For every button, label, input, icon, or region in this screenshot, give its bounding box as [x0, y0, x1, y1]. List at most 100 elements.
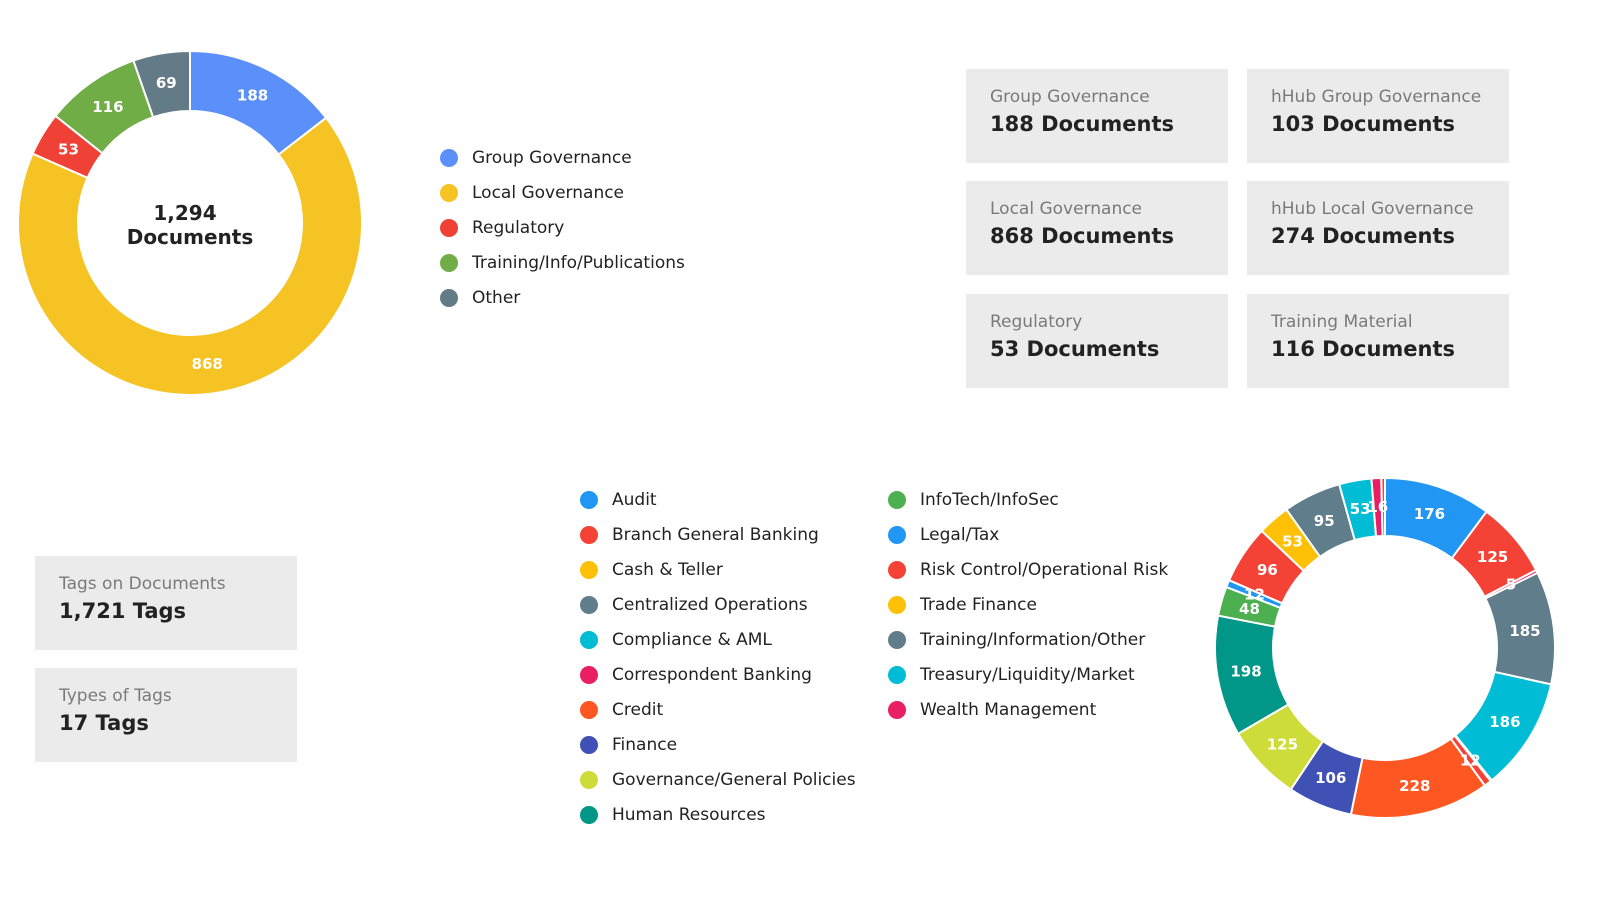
- donut-value-label: 16: [1367, 498, 1388, 516]
- legend-item-treasury-liquidity-market[interactable]: Treasury/Liquidity/Market: [888, 657, 1190, 692]
- donut-value-label: 228: [1399, 777, 1430, 795]
- stat-card-types-of-tags[interactable]: Types of Tags 17 Tags: [35, 668, 297, 762]
- donut-value-label: 188: [237, 87, 268, 105]
- legend-item-group-governance[interactable]: Group Governance: [440, 140, 685, 175]
- legend-swatch: [440, 253, 458, 272]
- donut-value-label: 185: [1509, 622, 1540, 640]
- stat-card-label: Local Governance: [990, 199, 1143, 219]
- legend-swatch: [440, 183, 458, 202]
- legend-item-cash-teller[interactable]: Cash & Teller: [580, 552, 856, 587]
- stat-card-value: 274 Documents: [1271, 224, 1456, 248]
- document-type-legend: Group Governance Local Governance Regula…: [440, 140, 685, 315]
- stat-card-value: 868 Documents: [990, 224, 1175, 248]
- legend-item-audit[interactable]: Audit: [580, 482, 856, 517]
- legend-swatch: [888, 665, 906, 684]
- stat-card-tags-on-documents[interactable]: Tags on Documents 1,721 Tags: [35, 556, 297, 650]
- donut-segment[interactable]: [1380, 476, 1386, 538]
- stat-card-training-material[interactable]: Training Material 116 Documents: [1247, 294, 1509, 388]
- legend-item-trade-finance[interactable]: Trade Finance: [888, 587, 1190, 622]
- document-type-donut-chart: 188 868 53 116 69 1,294 Documents: [17, 49, 363, 396]
- legend-swatch: [440, 218, 458, 237]
- legend-swatch: [440, 148, 458, 167]
- donut-segment[interactable]: [132, 49, 191, 119]
- donut-value-label: 116: [92, 98, 123, 116]
- stat-card-value: 116 Documents: [1271, 337, 1456, 361]
- stat-card-value: 103 Documents: [1271, 112, 1456, 136]
- donut-center-count: 1,294: [153, 201, 216, 225]
- legend-label: Governance/General Policies: [612, 769, 856, 790]
- legend-item-infotech-infosec[interactable]: InfoTech/InfoSec: [888, 482, 1190, 517]
- legend-item-correspondent-banking[interactable]: Correspondent Banking: [580, 657, 856, 692]
- donut-value-label: 176: [1414, 505, 1445, 523]
- legend-item-regulatory[interactable]: Regulatory: [440, 210, 685, 245]
- donut-value-label: 53: [1350, 500, 1371, 518]
- legend-item-training-information-other[interactable]: Training/Information/Other: [888, 622, 1190, 657]
- legend-item-wealth-management[interactable]: Wealth Management: [888, 692, 1190, 727]
- legend-swatch: [580, 665, 598, 684]
- legend-item-compliance-aml[interactable]: Compliance & AML: [580, 622, 856, 657]
- legend-item-finance[interactable]: Finance: [580, 727, 856, 762]
- donut-value-label: 198: [1230, 663, 1261, 681]
- legend-item-governance-general-policies[interactable]: Governance/General Policies: [580, 762, 856, 797]
- legend-swatch: [580, 525, 598, 544]
- donut-value-label: 5: [1506, 576, 1516, 594]
- legend-swatch: [580, 595, 598, 614]
- legend-item-training-info[interactable]: Training/Info/Publications: [440, 245, 685, 280]
- legend-swatch: [580, 630, 598, 649]
- legend-label: InfoTech/InfoSec: [920, 489, 1059, 510]
- donut-segment[interactable]: [17, 116, 363, 396]
- stat-card-label: Group Governance: [990, 87, 1150, 107]
- legend-item-legal-tax[interactable]: Legal/Tax: [888, 517, 1190, 552]
- legend-swatch: [580, 735, 598, 754]
- legend-label: Finance: [612, 734, 678, 755]
- stat-card-value: 17 Tags: [59, 711, 149, 735]
- stat-card-hhub-group-governance[interactable]: hHub Group Governance 103 Documents: [1247, 69, 1509, 163]
- legend-label: Regulatory: [472, 217, 565, 238]
- legend-swatch: [580, 490, 598, 509]
- donut-value-label: 186: [1489, 713, 1520, 731]
- tag-distribution-donut-chart: 1761255185186122281061251984812965395531…: [1215, 476, 1556, 819]
- legend-item-risk-control[interactable]: Risk Control/Operational Risk: [888, 552, 1190, 587]
- donut-value-label: 125: [1267, 736, 1298, 754]
- legend-label: Trade Finance: [920, 594, 1037, 615]
- legend-label: Other: [472, 287, 521, 308]
- stat-card-label: Regulatory: [990, 312, 1083, 332]
- legend-swatch: [580, 560, 598, 579]
- legend-label: Local Governance: [472, 182, 625, 203]
- legend-label: Correspondent Banking: [612, 664, 812, 685]
- stat-card-regulatory[interactable]: Regulatory 53 Documents: [966, 294, 1228, 388]
- legend-label: Human Resources: [612, 804, 766, 825]
- donut-value-label: 12: [1244, 586, 1265, 604]
- legend-label: Wealth Management: [920, 699, 1097, 720]
- legend-item-local-governance[interactable]: Local Governance: [440, 175, 685, 210]
- legend-swatch: [888, 630, 906, 649]
- donut-value-label: 868: [192, 355, 223, 373]
- legend-label: Training/Information/Other: [920, 629, 1146, 650]
- stat-card-local-governance[interactable]: Local Governance 868 Documents: [966, 181, 1228, 275]
- donut-value-label: 53: [1282, 533, 1303, 551]
- legend-item-centralized-operations[interactable]: Centralized Operations: [580, 587, 856, 622]
- legend-label: Centralized Operations: [612, 594, 808, 615]
- stat-card-label: Tags on Documents: [59, 574, 226, 594]
- stat-card-hhub-local-governance[interactable]: hHub Local Governance 274 Documents: [1247, 181, 1509, 275]
- legend-swatch: [888, 595, 906, 614]
- tag-legend-column-1: Audit Branch General Banking Cash & Tell…: [580, 482, 856, 832]
- donut-center-unit: Documents: [127, 225, 254, 249]
- legend-item-other[interactable]: Other: [440, 280, 685, 315]
- legend-item-human-resources[interactable]: Human Resources: [580, 797, 856, 832]
- donut-value-label: 125: [1477, 548, 1508, 566]
- legend-swatch: [888, 560, 906, 579]
- stat-card-group-governance[interactable]: Group Governance 188 Documents: [966, 69, 1228, 163]
- legend-label: Legal/Tax: [920, 524, 1000, 545]
- donut-value-label: 95: [1314, 512, 1335, 530]
- legend-label: Compliance & AML: [612, 629, 772, 650]
- legend-item-credit[interactable]: Credit: [580, 692, 856, 727]
- stat-card-value: 1,721 Tags: [59, 599, 187, 623]
- donut-value-label: 106: [1315, 769, 1346, 787]
- legend-swatch: [888, 490, 906, 509]
- donut-value-label: 12: [1460, 751, 1481, 769]
- legend-label: Group Governance: [472, 147, 632, 168]
- legend-item-branch-general-banking[interactable]: Branch General Banking: [580, 517, 856, 552]
- legend-swatch: [580, 700, 598, 719]
- legend-swatch: [440, 288, 458, 307]
